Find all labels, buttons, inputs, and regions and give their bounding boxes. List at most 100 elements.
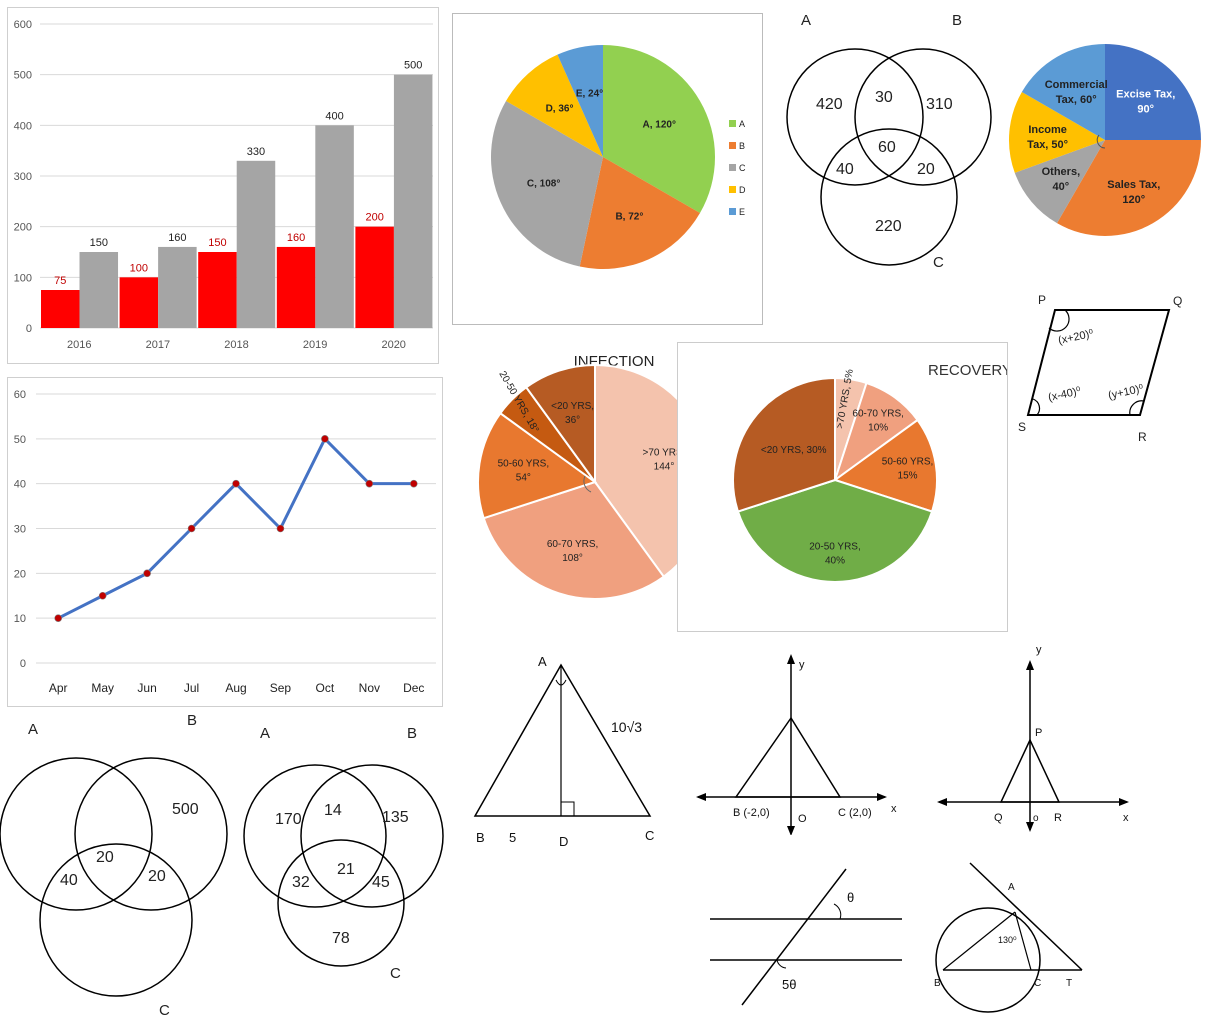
pie-abcde-legend-label: E	[739, 207, 745, 217]
pie-infection-chart: INFECTION>70 YRS,144°60-70 YRS,108°50-60…	[477, 353, 713, 600]
chord-ac	[1014, 911, 1032, 971]
pie-infection-angle-arc	[583, 475, 592, 493]
bar-grey-data-label: 330	[247, 146, 265, 158]
bar-x-tick-label: 2019	[303, 339, 327, 351]
pie-tax-slice	[1021, 44, 1105, 140]
bar-y-tick-label: 0	[26, 323, 32, 335]
parallel-lines-panel: θ 5θ	[700, 862, 910, 1012]
parallel-lines-diagram: θ 5θ	[710, 868, 902, 1006]
parallelogram-diagram: P Q S R (x+20)⁰ (x-40)⁰ (y+10)⁰	[1018, 293, 1182, 444]
bar-x-tick-label: 2016	[67, 339, 91, 351]
pie-tax-slice	[1014, 140, 1105, 224]
pie-abcde-slice-label: E, 24°	[576, 88, 603, 99]
y-axis-arrow-down	[787, 826, 795, 836]
side-ac-label: 10√3	[611, 719, 642, 735]
pie-tax-slice	[1105, 44, 1201, 140]
venn-bm-region-abc: 21	[337, 861, 355, 878]
pie-abcde-slice-label: C, 108°	[527, 178, 560, 189]
coord-pqr-diagram: y x o P Q R	[937, 644, 1129, 832]
chord-ba	[942, 911, 1016, 971]
pie-abcde-legend-swatch	[729, 186, 736, 193]
bar-x-tick-label: 2017	[146, 339, 170, 351]
pie-infection-slice-label: >70 YRS,144°	[643, 448, 678, 473]
venn-bl-region-ac: 40	[60, 872, 78, 889]
circle-tangent-panel: A B C T 130⁰	[930, 860, 1090, 1020]
venn-bm-region-b: 135	[382, 809, 409, 826]
line-marker	[276, 524, 285, 533]
vertex-r: R	[1138, 430, 1147, 444]
line-y-tick-label: 50	[14, 434, 26, 446]
origin-label: o	[1033, 813, 1039, 824]
bar-grey	[315, 125, 354, 328]
vertex-p: P	[1038, 293, 1046, 307]
line-x-tick-label: Dec	[403, 681, 424, 695]
pie-abcde-legend-swatch	[729, 164, 736, 171]
venn-bl-region-b: 500	[172, 801, 199, 818]
bar-red-data-label: 150	[208, 237, 226, 249]
bar-y-tick-label: 400	[14, 120, 32, 132]
pie-recovery-slice-label: 20-50 YRS, 40%	[809, 541, 861, 566]
venn-top-diagram: A B C 420 30 310 60 40 20 220	[786, 12, 992, 271]
y-axis-arrow-down	[1026, 822, 1034, 832]
x-axis-label: x	[1123, 812, 1129, 824]
line-marker	[143, 569, 151, 578]
venn-top-circle-a	[786, 48, 924, 186]
transversal-line	[741, 868, 847, 1006]
pie-tax-slice	[1057, 140, 1201, 236]
venn-bl-diagram: A B C 500 20 40 20	[0, 712, 228, 1019]
bar-grey	[79, 252, 119, 328]
x-axis-arrow-right	[1119, 798, 1129, 806]
point-b-label: B	[934, 978, 941, 989]
pie-tax-slice-label: Excise Tax, 90°	[1116, 88, 1175, 115]
pie-abcde-legend-label: A	[739, 119, 745, 129]
triangle-pqr-shape	[999, 738, 1061, 803]
y-axis-arrow-up	[1026, 660, 1034, 670]
line-marker	[54, 614, 63, 622]
venn-bm-region-bc: 45	[372, 874, 390, 891]
angle-arc-p	[1048, 309, 1070, 332]
bar-grey-data-label: 160	[168, 232, 186, 244]
pie-infection-slice	[524, 363, 596, 486]
pie-recovery-slice-label: <20 YRS, 30%	[761, 445, 827, 456]
line-x-tick-label: May	[91, 681, 114, 695]
angle-label-r: (y+10)⁰	[1107, 383, 1145, 402]
pie-abcde-slice-label: B, 72°	[615, 211, 643, 222]
venn-bm-region-ac: 32	[292, 874, 310, 891]
venn-bm-label-a: A	[260, 725, 270, 742]
bar-chart: 0 100 200 300 400 500 600 75 150 2016 100 160 2017 15…	[14, 19, 433, 351]
point-a-label: A	[1008, 882, 1015, 893]
pie-infection-slice-label: 50-60 YRS, 54°	[498, 459, 550, 484]
x-axis-arrow-left	[696, 793, 706, 801]
venn-top-circle-c	[820, 128, 958, 266]
line-chart: 0 10 20 30 40 50 60 Apr May Jun Jul Aug Sep Oct Nov Dec	[14, 389, 436, 695]
pie-abcde-legend-swatch	[729, 208, 736, 215]
vertex-c: C	[645, 828, 654, 843]
pie-tax-slice-label: Sales Tax, 120°	[1107, 179, 1160, 206]
pie-recovery-title: RECOVERY	[928, 362, 1007, 379]
pie-abcde-slice	[579, 157, 700, 269]
point-q-label: Q	[994, 812, 1003, 824]
parallelogram-panel: P Q S R (x+20)⁰ (x-40)⁰ (y+10)⁰	[1015, 288, 1210, 453]
venn-bm-circle-b	[300, 764, 444, 908]
pie-recovery-chart: RECOVERY>70 YRS, 5%60-70 YRS, 10%50-60 YR…	[732, 362, 1012, 583]
bar-y-tick-label: 200	[14, 222, 32, 234]
pie-abcde-legend-label: D	[739, 185, 746, 195]
point-c-label: C	[1034, 978, 1041, 989]
angle-130-label: 130⁰	[998, 935, 1017, 945]
y-axis-arrow-up	[787, 654, 795, 664]
vertex-q: Q	[1173, 294, 1182, 308]
point-r-label: R	[1054, 812, 1062, 824]
pie-tax-slice-label: Others, 40°	[1042, 166, 1081, 193]
pie-abcde-slice	[603, 45, 715, 213]
venn-bl-label-b: B	[187, 712, 197, 729]
line-marker	[98, 591, 107, 600]
pie-tax-slice-label: Income Tax, 50°	[1027, 124, 1068, 151]
triangle-abc-diagram: A B C D 5 10√3	[473, 654, 654, 849]
y-axis-label: y	[1036, 644, 1042, 656]
line-x-tick-label: Jul	[184, 681, 199, 695]
pie-abcde-slice-label: D, 36°	[546, 104, 574, 115]
venn-bl-label-c: C	[159, 1002, 170, 1019]
bar-x-tick-label: 2018	[224, 339, 248, 351]
pie-infection-slice-label: <20 YRS, 36°	[551, 401, 594, 426]
x-axis-arrow-left	[937, 798, 947, 806]
